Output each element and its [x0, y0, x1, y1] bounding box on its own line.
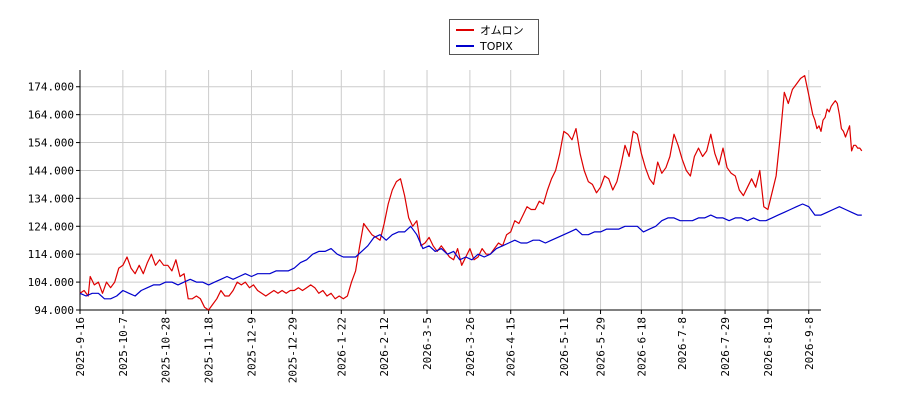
x-tick-label: 2026-6-18 [635, 317, 648, 377]
x-tick-label: 2026-7-8 [676, 317, 689, 370]
y-tick-label: 164.000 [28, 109, 74, 122]
x-tick-label: 2026-8-19 [762, 317, 775, 377]
grid [79, 70, 821, 311]
x-tick-label: 2026-5-29 [595, 317, 608, 377]
series-line-0 [79, 74, 863, 311]
x-tick-label: 2026-2-12 [378, 317, 391, 377]
x-tick-label: 2026-3-5 [421, 317, 434, 370]
x-tick-label: 2026-5-11 [558, 317, 571, 377]
y-tick-label: 174.000 [28, 81, 74, 94]
series-line-1 [79, 203, 862, 300]
x-tick-label: 2025-9-16 [74, 317, 87, 377]
x-tick-label: 2025-12-29 [286, 317, 299, 383]
x-tick-label: 2025-12-9 [245, 317, 258, 377]
legend-label: TOPIX [480, 39, 513, 53]
y-tick-label: 104.000 [28, 276, 74, 289]
series-lines [79, 74, 863, 311]
axes [76, 70, 821, 314]
y-tick-label: 124.000 [28, 220, 74, 233]
tick-labels: 94.000 104.000 114.000 124.000 134.000 144.00… [28, 81, 816, 383]
x-tick-label: 2026-1-22 [335, 317, 348, 377]
x-tick-label: 2025-11-18 [203, 317, 216, 383]
legend-swatch [456, 29, 474, 31]
y-tick-label: 144.000 [28, 164, 74, 177]
legend-label: オムロン [480, 24, 524, 37]
x-tick-label: 2025-10-7 [117, 317, 130, 377]
x-tick-label: 2026-4-15 [505, 317, 518, 377]
y-tick-label: 114.000 [28, 248, 74, 261]
y-tick-label: 134.000 [28, 192, 74, 205]
x-tick-label: 2026-7-29 [719, 317, 732, 377]
legend-item-series-1: TOPIX [456, 38, 513, 54]
y-tick-label: 154.000 [28, 137, 74, 150]
x-tick-label: 2025-10-28 [160, 317, 173, 383]
legend: オムロン TOPIX [449, 19, 539, 55]
x-tick-label: 2026-3-26 [464, 317, 477, 377]
legend-item-series-0: オムロン [456, 22, 524, 38]
x-tick-label: 2026-9-8 [803, 317, 816, 370]
legend-swatch [456, 45, 474, 47]
y-tick-label: 94.000 [34, 304, 74, 317]
